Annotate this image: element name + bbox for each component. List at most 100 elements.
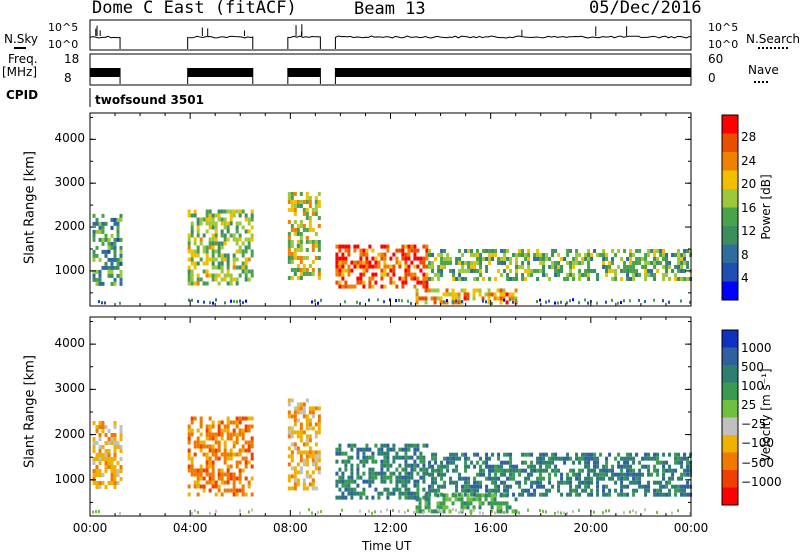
echo-cell: [458, 260, 462, 265]
echo-cell: [424, 296, 428, 301]
echo-cell: [299, 247, 303, 252]
echo-cell: [398, 463, 402, 468]
echo-cell: [241, 432, 245, 437]
echo-cell: [545, 256, 549, 261]
echo-cell: [620, 268, 624, 273]
echo-cell: [244, 249, 248, 254]
echo-cell: [208, 448, 212, 453]
echo-cell: [113, 241, 117, 246]
echo-cell: [362, 459, 366, 464]
echo-cell: [521, 460, 525, 465]
echo-cell: [187, 452, 191, 457]
echo-cell: [296, 402, 300, 407]
echo-cell: [293, 422, 297, 427]
echo-cell: [290, 251, 294, 256]
echo-cell: [356, 491, 360, 496]
echo-cell: [287, 235, 291, 240]
echo-cell: [575, 452, 579, 457]
echo-cell: [500, 260, 504, 265]
echo-cell: [647, 472, 651, 477]
echo-cell: [223, 217, 227, 222]
echo-cell: [557, 264, 561, 269]
echo-cell: [469, 501, 473, 506]
echo-cell: [392, 443, 396, 448]
echo-cell: [314, 486, 318, 491]
echo-cell: [575, 256, 579, 261]
echo-cell: [247, 424, 251, 429]
echo-cell: [344, 483, 348, 488]
echo-cell: [107, 465, 111, 470]
echo-cell: [311, 271, 315, 276]
echo-cell: [557, 252, 561, 257]
velocity-colorbar-tick-5: −100: [741, 436, 774, 451]
echo-cell: [220, 420, 224, 425]
echo-cell: [110, 281, 114, 286]
echo-cell: [605, 472, 609, 477]
echo-cell: [244, 492, 248, 497]
echo-cell: [308, 215, 312, 220]
echo-cell: [235, 277, 239, 282]
echo-cell: [193, 484, 197, 489]
near-range-cell: [380, 510, 382, 514]
echo-cell: [455, 456, 459, 461]
echo-cell: [500, 256, 504, 261]
echo-cell: [217, 265, 221, 270]
echo-cell: [377, 491, 381, 496]
echo-cell: [674, 488, 678, 493]
echo-cell: [113, 441, 117, 446]
echo-cell: [299, 406, 303, 411]
echo-cell: [244, 217, 248, 222]
echo-cell: [335, 260, 339, 265]
echo-cell: [92, 229, 96, 234]
echo-cell: [226, 464, 230, 469]
echo-cell: [220, 436, 224, 441]
echo-cell: [401, 244, 405, 249]
echo-cell: [437, 264, 441, 269]
echo-cell: [208, 209, 212, 214]
echo-cell: [214, 452, 218, 457]
nave-label: Nave: [748, 63, 779, 77]
echo-cell: [113, 469, 117, 474]
echo-cell: [113, 485, 117, 490]
echo-cell: [305, 418, 309, 423]
echo-cell: [524, 460, 528, 465]
echo-cell: [680, 264, 684, 269]
echo-cell: [220, 209, 224, 214]
echo-cell: [229, 452, 233, 457]
echo-cell: [311, 410, 315, 415]
echo-cell: [515, 464, 519, 469]
echo-cell: [464, 260, 468, 265]
echo-cell: [413, 284, 417, 289]
echo-cell: [578, 476, 582, 481]
echo-cell: [223, 277, 227, 282]
echo-cell: [602, 264, 606, 269]
freq-unit: [MHz]: [2, 65, 38, 79]
near-range-cell: [689, 300, 691, 304]
echo-cell: [457, 296, 461, 301]
echo-cell: [314, 430, 318, 435]
echo-cell: [455, 452, 459, 457]
echo-cell: [338, 467, 342, 472]
echo-cell: [401, 280, 405, 285]
echo-cell: [107, 257, 111, 262]
echo-cell: [250, 444, 254, 449]
echo-cell: [119, 457, 123, 462]
echo-cell: [299, 199, 303, 204]
near-range-cell: [197, 510, 199, 514]
echo-cell: [299, 434, 303, 439]
echo-cell: [514, 300, 518, 305]
echo-cell: [617, 452, 621, 457]
echo-cell: [629, 268, 633, 273]
near-range-cell: [308, 508, 310, 512]
echo-cell: [371, 495, 375, 500]
echo-cell: [401, 447, 405, 452]
echo-cell: [563, 276, 567, 281]
echo-cell: [290, 275, 294, 280]
echo-cell: [217, 245, 221, 250]
echo-cell: [587, 276, 591, 281]
echo-cell: [250, 440, 254, 445]
echo-cell: [572, 472, 576, 477]
echo-cell: [611, 248, 615, 253]
echo-cell: [350, 467, 354, 472]
